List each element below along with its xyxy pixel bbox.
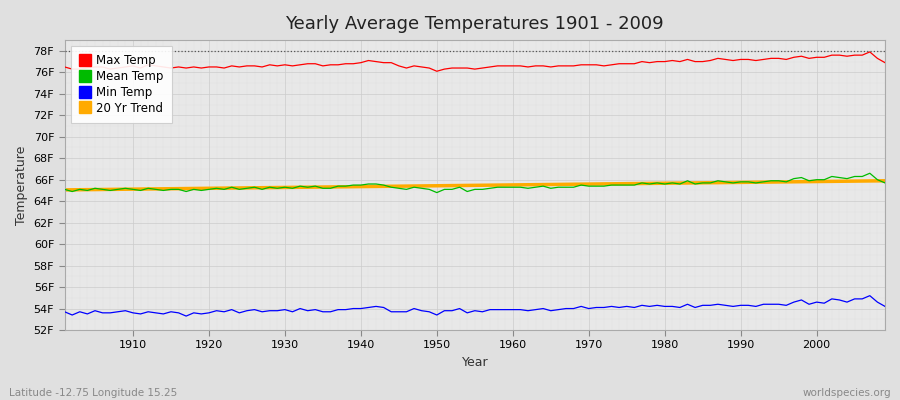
Mean Temp — [287, 186, 298, 191]
Mean Temp — [864, 171, 875, 176]
Mean Temp — [508, 185, 518, 190]
Max Temp — [59, 64, 70, 69]
Max Temp — [333, 62, 344, 67]
Min Temp — [508, 307, 518, 312]
Title: Yearly Average Temperatures 1901 - 2009: Yearly Average Temperatures 1901 - 2009 — [285, 15, 664, 33]
Max Temp — [120, 64, 130, 69]
Max Temp — [515, 64, 526, 68]
Line: Mean Temp: Mean Temp — [65, 173, 885, 192]
Min Temp — [120, 308, 130, 313]
Line: Min Temp: Min Temp — [65, 296, 885, 316]
Max Temp — [864, 50, 875, 54]
Min Temp — [515, 307, 526, 312]
Max Temp — [431, 69, 442, 74]
Max Temp — [879, 60, 890, 65]
Min Temp — [340, 307, 351, 312]
Mean Temp — [59, 187, 70, 192]
Line: Max Temp: Max Temp — [65, 52, 885, 71]
Max Temp — [508, 64, 518, 68]
Mean Temp — [879, 180, 890, 185]
Mean Temp — [120, 186, 130, 191]
Text: Latitude -12.75 Longitude 15.25: Latitude -12.75 Longitude 15.25 — [9, 388, 177, 398]
Legend: Max Temp, Mean Temp, Min Temp, 20 Yr Trend: Max Temp, Mean Temp, Min Temp, 20 Yr Tre… — [70, 46, 172, 123]
Min Temp — [181, 314, 192, 318]
Y-axis label: Temperature: Temperature — [15, 145, 28, 225]
Mean Temp — [515, 185, 526, 190]
Mean Temp — [333, 184, 344, 188]
Max Temp — [606, 62, 616, 67]
X-axis label: Year: Year — [462, 356, 488, 369]
Text: worldspecies.org: worldspecies.org — [803, 388, 891, 398]
Min Temp — [59, 309, 70, 314]
Min Temp — [864, 293, 875, 298]
Min Temp — [294, 306, 305, 311]
Mean Temp — [606, 183, 616, 188]
Mean Temp — [431, 190, 442, 195]
Max Temp — [287, 64, 298, 68]
Min Temp — [606, 304, 616, 309]
Min Temp — [879, 304, 890, 309]
